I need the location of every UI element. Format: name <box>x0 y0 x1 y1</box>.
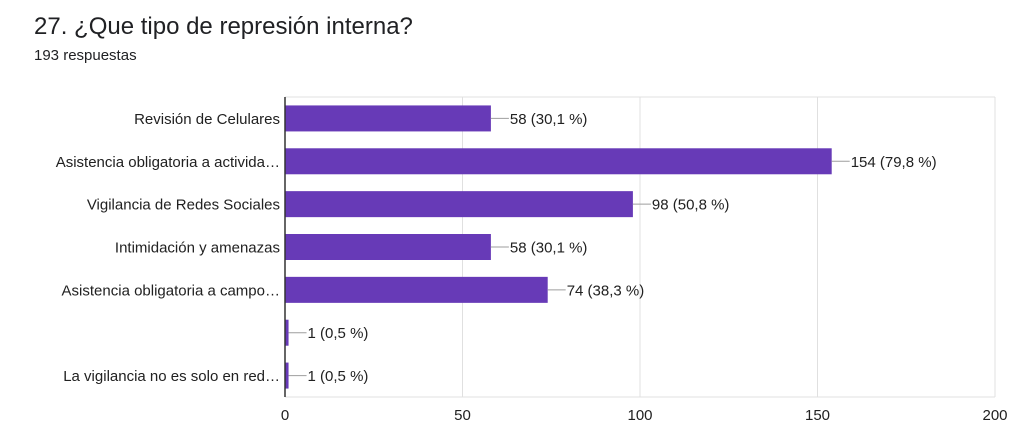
value-label: 58 (30,1 %) <box>510 111 588 128</box>
bar[interactable] <box>285 234 491 260</box>
value-label: 98 (50,8 %) <box>652 197 730 214</box>
value-label: 58 (30,1 %) <box>510 240 588 257</box>
category-label: Asistencia obligatoria a activida… <box>56 154 280 171</box>
category-label: Asistencia obligatoria a campo… <box>62 282 280 299</box>
x-tick-label: 0 <box>281 407 289 423</box>
x-tick-label: 50 <box>454 407 471 423</box>
bar[interactable] <box>285 148 832 175</box>
bar[interactable] <box>285 319 289 346</box>
category-label: Revisión de Celulares <box>134 111 280 128</box>
bar[interactable] <box>285 105 491 132</box>
value-label: 74 (38,3 %) <box>567 282 645 299</box>
value-label: 154 (79,8 %) <box>851 154 937 171</box>
value-label: 1 (0,5 %) <box>308 368 369 385</box>
x-tick-label: 200 <box>982 407 1007 423</box>
bar[interactable] <box>285 362 289 389</box>
category-label: La vigilancia no es solo en red… <box>63 368 280 385</box>
bar[interactable] <box>285 191 633 218</box>
chart-title: 27. ¿Que tipo de represión interna? <box>34 13 413 40</box>
response-count: 193 respuestas <box>34 47 137 64</box>
value-label: 1 (0,5 %) <box>308 325 369 342</box>
category-label: Vigilancia de Redes Sociales <box>87 197 280 214</box>
x-tick-label: 100 <box>627 407 652 423</box>
bar[interactable] <box>285 276 548 303</box>
category-label: Intimidación y amenazas <box>115 240 280 257</box>
x-tick-label: 150 <box>805 407 830 423</box>
